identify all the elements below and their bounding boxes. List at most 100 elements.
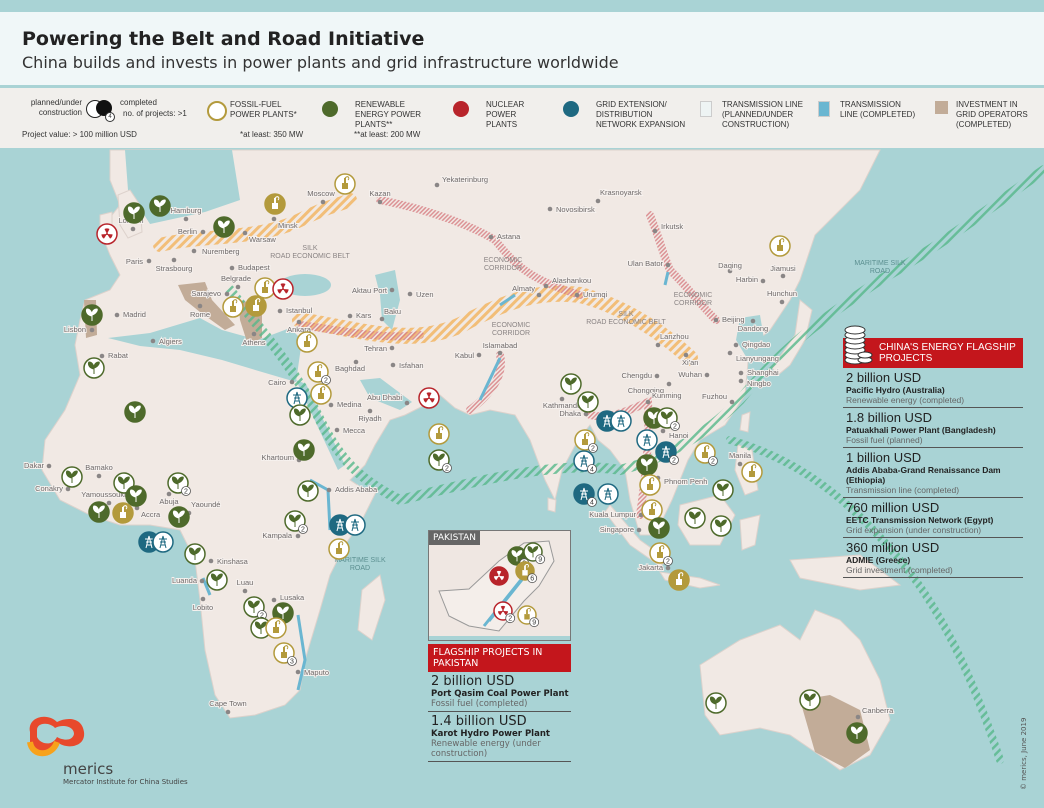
- legend-line-planned-swatch: [700, 101, 712, 117]
- city-label: Istanbul: [286, 306, 313, 315]
- renewable-completed-marker: [123, 202, 145, 224]
- city-dot: [277, 308, 283, 314]
- nuclear-planned-marker: [96, 223, 118, 245]
- city-dot: [404, 400, 410, 406]
- renewable-planned-marker: 2: [284, 510, 308, 534]
- pakistan-inset-map: PAKISTAN 39629: [428, 530, 571, 641]
- city-label: Jakarta: [638, 563, 663, 572]
- city-dot: [289, 379, 295, 385]
- renewable-planned-marker: [61, 466, 83, 488]
- city-label: Isfahan: [399, 361, 424, 370]
- flagship-name: EETC Transmission Network (Egypt): [846, 515, 994, 525]
- grid-icon: [293, 391, 301, 405]
- pakistan-inset: PAKISTAN 39629 FLAGSHIP PROJECTS IN PAKI…: [428, 530, 571, 762]
- corridor-label: MARITIME SILK ROAD: [334, 557, 386, 572]
- city-dot: [200, 596, 206, 602]
- city-label: Baghdad: [335, 364, 365, 373]
- city-dot: [271, 216, 277, 222]
- svg-text:2: 2: [260, 613, 264, 620]
- city-label: Bamako: [85, 463, 113, 472]
- city-dot: [750, 318, 756, 324]
- renewable-icon: [255, 621, 267, 634]
- fossil-icon: [749, 464, 757, 477]
- grid-icon: [580, 454, 588, 468]
- corridor-west-asia: [296, 321, 424, 341]
- renewable-planned-marker: [250, 617, 272, 639]
- grid-planned-marker: [610, 410, 632, 432]
- project-count-badge: 2: [442, 463, 452, 473]
- transmission-line-mongolia: [663, 271, 670, 286]
- maritime-silk-road-1: [225, 165, 1044, 506]
- header-band: [0, 12, 1044, 85]
- new-guinea: [789, 554, 902, 591]
- fossil-icon: [253, 298, 261, 311]
- svg-text:9: 9: [538, 557, 542, 564]
- city-dot: [106, 500, 112, 506]
- grid-planned-marker: [152, 531, 174, 553]
- city-label: Strasbourg: [156, 264, 193, 273]
- city-label: Krasnoyarsk: [600, 188, 642, 197]
- fossil-planned-marker: [222, 296, 244, 318]
- flagship-panel: CHINA'S ENERGY FLAGSHIP PROJECTS 2 billi…: [843, 325, 1023, 578]
- corridor-silk-road-belt-europe: [153, 193, 357, 252]
- city-dot: [779, 299, 785, 305]
- fossil-icon: [342, 176, 350, 189]
- renewable-icon: [154, 199, 166, 212]
- grid-completed-marker: 4: [573, 483, 597, 507]
- fossil-planned-marker: 2: [574, 429, 598, 453]
- renewable-completed-marker: [213, 216, 235, 238]
- city-dot: [488, 234, 494, 240]
- pakistan-amount: 2 billion USD: [431, 674, 515, 689]
- city-dot: [134, 505, 140, 511]
- renewable-icon: [211, 573, 223, 586]
- maritime-silk-road-2: [726, 436, 1004, 764]
- renewable-completed-marker: [636, 454, 658, 476]
- renewable-icon: [118, 476, 130, 489]
- city-label: Dandong: [738, 324, 768, 333]
- renewable-completed-marker: [846, 722, 868, 744]
- city-dot: [389, 345, 395, 351]
- grid-completed-marker: 2: [655, 441, 679, 465]
- city-dot: [251, 331, 257, 337]
- fossil-planned-marker: [741, 461, 763, 483]
- city-label: Lusaka: [280, 593, 305, 602]
- logo-subtitle: Mercator Institute for China Studies: [63, 778, 188, 786]
- transmission-line-mozambique: [296, 614, 307, 691]
- city-dot: [150, 338, 156, 344]
- city-dot: [497, 350, 503, 356]
- city-dot: [99, 353, 105, 359]
- renewable-icon: [717, 483, 729, 496]
- renewable-planned-marker: [184, 543, 206, 565]
- city-dot: [645, 399, 651, 405]
- svg-text:3: 3: [290, 659, 294, 666]
- economic-corridors: [153, 165, 1044, 764]
- project-count-badge: 2: [588, 443, 598, 453]
- city-dot: [583, 411, 589, 417]
- svg-text:2: 2: [711, 459, 715, 466]
- renewable-icon: [851, 726, 863, 739]
- nuclear-planned-marker: [418, 387, 440, 409]
- renewable-icon: [130, 489, 142, 502]
- city-label: Hanoi: [669, 431, 689, 440]
- fossil-icon: [647, 477, 655, 490]
- legend-planned: planned/under construction: [30, 98, 82, 117]
- city-dot: [347, 313, 353, 319]
- city-label: Kampala: [262, 531, 292, 540]
- fossil-planned-marker: [254, 277, 276, 299]
- city-label: Luau: [237, 578, 254, 587]
- city-label: Paris: [126, 257, 143, 266]
- city-label: Algiers: [159, 337, 182, 346]
- city-dot: [295, 669, 301, 675]
- renewable-icon: [93, 505, 105, 518]
- city-label: Nuremberg: [202, 247, 240, 256]
- city-dot: [166, 491, 172, 497]
- fossil-planned-marker: [428, 423, 450, 445]
- flagship-item: 360 million USD ADMIE (Greece) Grid invest…: [843, 538, 1023, 578]
- city-dot: [683, 352, 689, 358]
- city-dot: [733, 342, 739, 348]
- renewable-planned-marker: [83, 357, 105, 379]
- corridor-label: ECONOMIC CORRIDOR: [674, 292, 713, 307]
- city-dot: [296, 319, 302, 325]
- city-dot: [146, 258, 152, 264]
- city-dot: [326, 487, 332, 493]
